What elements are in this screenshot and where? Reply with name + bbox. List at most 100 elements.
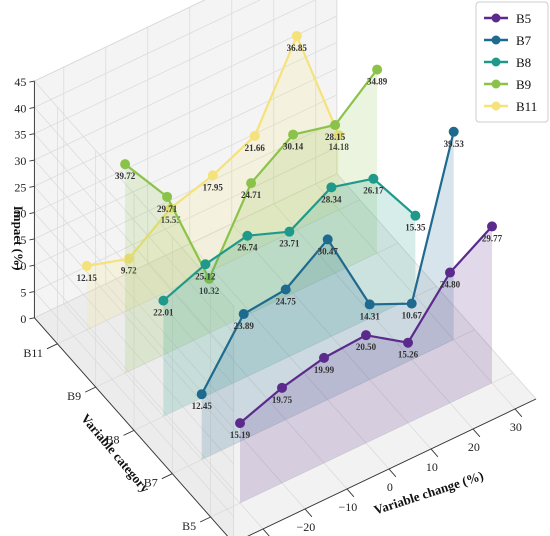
z-tick-label: 5 bbox=[20, 286, 26, 300]
x-tick-label: 0 bbox=[387, 480, 393, 494]
data-point-B8 bbox=[410, 210, 421, 221]
y-tick bbox=[199, 516, 211, 523]
y-tick-label: B7 bbox=[144, 476, 158, 490]
data-point-B7 bbox=[448, 126, 459, 137]
z-axis-title: Impact (%) bbox=[11, 206, 26, 271]
z-tick-label: 40 bbox=[14, 101, 26, 115]
data-point-B9 bbox=[288, 129, 299, 140]
data-label-B8: 22.01 bbox=[153, 308, 174, 318]
z-tick-label: 20 bbox=[14, 207, 26, 221]
data-point-B5 bbox=[319, 352, 329, 363]
x-tick-label: −10 bbox=[338, 500, 357, 514]
legend: B5 B7 B8 B9 B11 bbox=[475, 1, 549, 123]
data-point-B8 bbox=[242, 230, 253, 241]
data-point-B5 bbox=[361, 330, 371, 341]
series-fill-B8 bbox=[163, 178, 416, 417]
data-label-B11: 17.95 bbox=[203, 182, 224, 192]
chart-series: 12.15 9.72 15.55 17.95 21.66 36.85 14.18 39.72 2… bbox=[77, 30, 503, 503]
data-label-B5: 20.50 bbox=[356, 342, 377, 352]
chart-panes bbox=[33, 0, 537, 536]
z-tick bbox=[29, 133, 35, 136]
x-tick-label: 30 bbox=[510, 420, 522, 434]
z-tick bbox=[29, 212, 35, 215]
x-tick-label: 20 bbox=[468, 440, 480, 454]
y-tick-label: B8 bbox=[105, 432, 119, 446]
x-tick-label: −20 bbox=[296, 520, 315, 534]
x-tick bbox=[472, 428, 481, 438]
data-label-B7: 10.67 bbox=[402, 311, 423, 321]
data-label-B5: 15.19 bbox=[230, 430, 251, 440]
data-label-B8: 15.35 bbox=[405, 223, 426, 233]
y-tick bbox=[46, 343, 58, 350]
y-tick-label: B9 bbox=[67, 389, 81, 403]
data-label-B7: 23.89 bbox=[234, 321, 255, 331]
series-fill-B5 bbox=[240, 226, 492, 503]
data-label-B8: 25.12 bbox=[195, 271, 216, 281]
data-label-B9: 39.72 bbox=[115, 171, 136, 181]
data-point-B11 bbox=[249, 130, 260, 141]
data-point-B7 bbox=[364, 299, 375, 310]
z-tick bbox=[29, 185, 35, 188]
x-tick bbox=[514, 408, 523, 418]
series-fill-B7 bbox=[201, 131, 454, 460]
z-tick-label: 0 bbox=[20, 312, 26, 326]
y-tick-label: B5 bbox=[182, 519, 196, 533]
data-point-B8 bbox=[326, 182, 337, 193]
series-fill-B11 bbox=[86, 36, 339, 330]
legend-label: B9 bbox=[516, 77, 531, 92]
data-point-B5 bbox=[445, 267, 455, 278]
data-label-B11: 36.85 bbox=[287, 43, 308, 53]
z-tick bbox=[29, 80, 35, 83]
x-tick bbox=[304, 508, 313, 518]
data-point-B5 bbox=[487, 221, 497, 232]
x-tick bbox=[346, 488, 355, 498]
data-label-B11: 12.15 bbox=[77, 273, 98, 283]
legend-box bbox=[475, 1, 549, 123]
data-point-B7 bbox=[238, 309, 249, 320]
data-point-B9 bbox=[330, 120, 341, 131]
data-point-B5 bbox=[235, 418, 245, 429]
legend-swatch-marker bbox=[491, 35, 501, 45]
x-tick bbox=[388, 468, 397, 478]
data-label-B9: 10.32 bbox=[199, 286, 220, 296]
data-label-B7: 39.53 bbox=[444, 139, 465, 149]
legend-label: B7 bbox=[516, 33, 532, 48]
data-point-B11 bbox=[291, 30, 302, 41]
z-tick bbox=[29, 106, 35, 109]
data-label-B8: 23.71 bbox=[279, 239, 300, 249]
data-point-B11 bbox=[81, 260, 92, 271]
data-label-B7: 12.45 bbox=[192, 401, 213, 411]
data-label-B9: 34.89 bbox=[367, 77, 388, 87]
data-point-B9 bbox=[372, 64, 383, 75]
legend-label: B5 bbox=[516, 11, 531, 26]
data-label-B11: 15.55 bbox=[161, 215, 182, 225]
data-point-B9 bbox=[120, 159, 131, 170]
x-axis-line bbox=[247, 398, 537, 536]
data-point-B8 bbox=[158, 295, 169, 306]
data-point-B5 bbox=[277, 382, 287, 393]
chart-grid bbox=[33, 0, 516, 536]
chart-axes: −30−20−100102030B5B7B8B9B110510152025303… bbox=[14, 75, 537, 536]
data-point-B8 bbox=[200, 259, 211, 270]
z-tick bbox=[29, 291, 35, 293]
data-point-B11 bbox=[207, 170, 218, 181]
legend-swatch-marker bbox=[491, 101, 501, 111]
data-point-B11 bbox=[333, 130, 344, 141]
legend-label: B11 bbox=[516, 99, 537, 114]
legend-swatch-marker bbox=[491, 79, 501, 89]
z-tick bbox=[29, 264, 35, 267]
data-label-B9: 28.15 bbox=[325, 132, 346, 142]
data-label-B7: 24.75 bbox=[276, 297, 297, 307]
data-point-B9 bbox=[204, 273, 215, 284]
legend-swatch-marker bbox=[491, 13, 501, 23]
z-tick-label: 45 bbox=[14, 75, 26, 89]
x-tick-label: 10 bbox=[426, 460, 438, 474]
data-point-B7 bbox=[196, 389, 207, 400]
data-point-B7 bbox=[322, 234, 333, 245]
data-point-B7 bbox=[406, 298, 417, 309]
data-label-B8: 28.34 bbox=[321, 194, 342, 204]
data-point-B5 bbox=[403, 337, 413, 348]
data-label-B9: 24.71 bbox=[241, 190, 262, 200]
data-point-B9 bbox=[162, 191, 173, 202]
data-label-B5: 24.80 bbox=[440, 280, 461, 290]
